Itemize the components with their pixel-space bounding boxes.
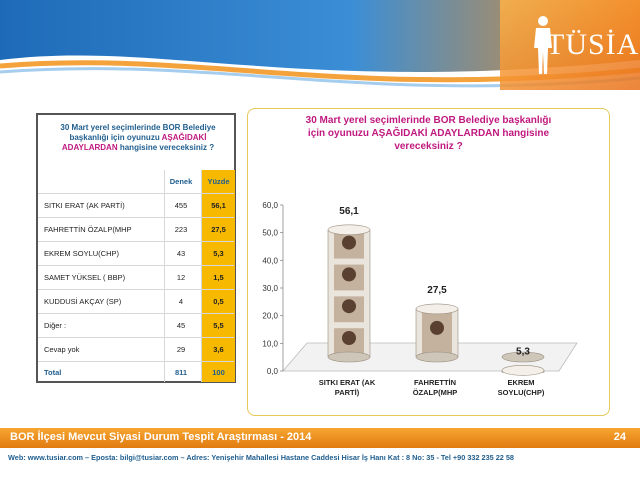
table-row-yuzde: 0,5	[213, 297, 224, 306]
y-tick-label: 60,0	[262, 201, 278, 210]
row-divider	[38, 361, 234, 362]
table-row-denek: 45	[176, 321, 186, 330]
yuzde-column-highlight	[202, 170, 235, 382]
footer-bar	[0, 428, 640, 448]
row-divider	[38, 241, 234, 242]
logo-figure-icon	[534, 16, 552, 74]
y-tick-label: 10,0	[262, 339, 278, 348]
row-divider	[38, 337, 234, 338]
table-total-name: Total	[44, 368, 62, 377]
table-row-yuzde: 56,1	[211, 201, 226, 210]
table-row-name: SAMET YÜKSEL ( BBP)	[44, 273, 126, 282]
table-row-name: Cevap yok	[44, 345, 80, 354]
y-tick-label: 20,0	[262, 312, 278, 321]
table-row-yuzde: 5,5	[213, 321, 224, 330]
footer-title: BOR İlçesi Mevcut Siyasi Durum Tespit Ar…	[10, 431, 312, 443]
table-title-em1: AŞAĞIDAKİ	[161, 133, 207, 142]
table-title-line2: başkanlığı için oyunuzu	[69, 133, 160, 142]
table-total-denek: 811	[174, 368, 188, 377]
category-label: SITKI ERAT (AK	[319, 378, 376, 387]
table-row-yuzde: 5,3	[213, 249, 224, 258]
table-row-denek: 4	[178, 297, 184, 306]
header-swoosh	[0, 0, 640, 110]
data-label: 5,3	[516, 346, 530, 357]
chart-title: 30 Mart yerel seçimlerinde BOR Belediye …	[262, 114, 595, 153]
chart-title-em: AŞAĞIDAKİ ADAYLARDAN	[371, 128, 500, 139]
row-divider	[38, 313, 234, 314]
data-label: 27,5	[427, 285, 447, 296]
table-row-denek: 223	[174, 225, 188, 234]
chart-title-part3: hangisine	[502, 128, 550, 139]
category-label: ÖZALP(MHP	[413, 388, 458, 397]
table-row-yuzde: 1,5	[213, 273, 224, 282]
row-divider	[38, 193, 234, 194]
logo	[518, 10, 633, 80]
table-row-denek: 43	[176, 249, 186, 258]
table-row-name: KUDDUSİ AKÇAY (SP)	[44, 297, 122, 306]
bar	[501, 351, 545, 376]
table-row-yuzde: 3,6	[213, 345, 224, 354]
logo-text: TÜSİAR	[546, 28, 640, 61]
results-table: 30 Mart yerel seçimlerinde BOR Belediye …	[36, 113, 236, 383]
chart-title-line3: vereceksiniz ?	[394, 141, 463, 152]
header-denek: Denek	[169, 177, 193, 186]
category-label: FAHRETTİN	[414, 378, 456, 387]
table-row-yuzde: 27,5	[211, 225, 226, 234]
column-divider	[201, 170, 202, 382]
table-title: 30 Mart yerel seçimlerinde BOR Belediye …	[44, 123, 232, 153]
table-title-em2: ADAYLARDAN	[61, 143, 118, 152]
category-label: PARTİ)	[335, 388, 360, 397]
table-row-name: EKREM SOYLU(CHP)	[44, 249, 120, 258]
header-yuzde: Yüzde	[207, 177, 230, 186]
row-divider	[38, 265, 234, 266]
contact-line: Web: www.tusiar.com – Eposta: bilgi@tusi…	[8, 453, 514, 462]
page-number: 24	[613, 431, 626, 443]
y-tick-label: 50,0	[262, 229, 278, 238]
chart-title-line1: 30 Mart yerel seçimlerinde BOR Belediye …	[305, 115, 552, 126]
row-divider	[38, 217, 234, 218]
row-divider	[38, 289, 234, 290]
bar	[415, 303, 459, 363]
category-label: EKREM	[507, 378, 534, 387]
chart-title-part2: için oyunuzu	[307, 128, 370, 139]
category-label: SOYLU(CHP)	[498, 388, 545, 397]
data-label: 56,1	[339, 206, 359, 217]
table-total-yuzde: 100	[212, 368, 225, 377]
header-banner: TÜSİAR	[0, 0, 640, 110]
y-tick-label: 0,0	[267, 367, 279, 376]
column-divider	[164, 170, 165, 382]
table-row-denek: 455	[174, 201, 188, 210]
table-row-denek: 29	[176, 345, 186, 354]
table-title-line3: hangisine vereceksiniz ?	[119, 143, 215, 152]
table-title-line1: 30 Mart yerel seçimlerinde BOR Belediye	[60, 123, 216, 132]
y-tick-label: 30,0	[262, 284, 278, 293]
y-tick-label: 40,0	[262, 256, 278, 265]
table-row-denek: 12	[176, 273, 186, 282]
bar	[327, 224, 371, 363]
table-row-name: FAHRETTİN ÖZALP(MHP	[44, 225, 132, 234]
table-row-name: Diğer :	[44, 321, 67, 330]
table-row-name: SITKI ERAT (AK PARTİ)	[44, 201, 125, 210]
bar-chart: 0,0 10,0 20,0 30,0 40,0 50,0 60,0 56,1 SITKI ERA…	[262, 201, 578, 397]
